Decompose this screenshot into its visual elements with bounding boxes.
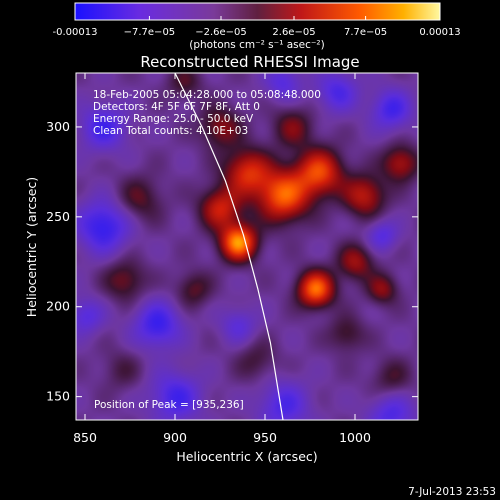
x-axis-label: Heliocentric X (arcsec) — [176, 449, 317, 464]
annotation-detectors: Detectors: 4F 5F 6F 7F 8F, Att 0 — [93, 101, 260, 113]
colorbar-frame — [74, 2, 441, 21]
annotation-counts: Clean Total counts: 4.10E+03 — [93, 125, 248, 137]
y-axis-label: Heliocentric Y (arcsec) — [24, 177, 39, 317]
peak-position-label: Position of Peak = [935,236] — [94, 399, 244, 411]
colorbar-tick-label: -0.00013 — [53, 27, 98, 38]
y-tick-label: 250 — [46, 209, 70, 224]
footer-timestamp: 7-Jul-2013 23:53 — [408, 486, 496, 498]
plot-title: Reconstructed RHESSI Image — [140, 53, 359, 71]
annotation-energy: Energy Range: 25.0 - 50.0 keV — [93, 113, 254, 125]
colorbar-tick-label: 0.00013 — [419, 27, 460, 38]
y-tick-label: 150 — [46, 389, 70, 404]
annotation-time: 18-Feb-2005 05:04:28.000 to 05:08:48.000 — [93, 89, 321, 101]
x-tick-label: 850 — [73, 430, 97, 445]
colorbar-tick-label: 2.6e−05 — [272, 27, 315, 38]
y-tick-label: 300 — [46, 119, 70, 134]
y-tick-label: 200 — [46, 299, 70, 314]
colorbar-tick-label: −2.6e−05 — [195, 27, 247, 38]
annotation-block: 18-Feb-2005 05:04:28.000 to 05:08:48.000… — [93, 89, 321, 137]
plot-frame — [75, 72, 419, 421]
colorbar-gradient — [75, 3, 440, 20]
colorbar-tick-label: 7.7e−05 — [344, 27, 387, 38]
colorbar: -0.00013 −7.7e−05 −2.6e−05 2.6e−05 7.7e−05 0.… — [53, 2, 461, 51]
x-tick-label: 950 — [253, 430, 277, 445]
colorbar-tick-label: −7.7e−05 — [124, 27, 176, 38]
x-tick-label: 1000 — [339, 430, 371, 445]
colorbar-units: (photons cm⁻² s⁻¹ asec⁻²) — [189, 39, 324, 51]
x-tick-label: 900 — [163, 430, 187, 445]
plot-area: 850 900 950 1000 150 200 250 300 18-Feb-2005 05… — [46, 72, 419, 445]
solar-limb-line — [174, 72, 284, 421]
